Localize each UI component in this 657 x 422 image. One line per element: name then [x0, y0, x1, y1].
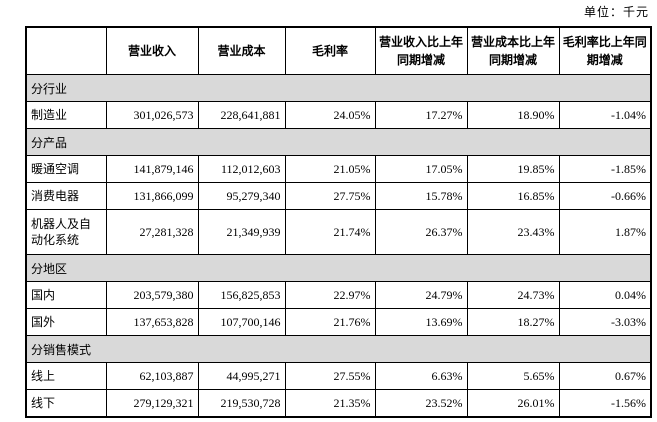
cell-margin-yoy: -3.03% — [558, 308, 652, 336]
cell-cost: 112,012,603 — [197, 155, 286, 183]
cell-margin-yoy: 0.67% — [558, 362, 652, 390]
header-operating-revenue: 营业收入 — [105, 26, 199, 75]
section-row-by-region: 分地区 — [25, 254, 652, 282]
cell-cost: 44,995,271 — [197, 362, 286, 390]
cell-margin-yoy: -1.04% — [558, 101, 652, 129]
unit-label: 单位：千元 — [583, 5, 649, 19]
cell-cost: 21,349,939 — [197, 209, 286, 255]
cell-margin: 21.74% — [284, 209, 376, 255]
section-row-by-product: 分产品 — [25, 128, 652, 156]
cell-margin: 21.76% — [284, 308, 376, 336]
cell-cost-yoy: 24.73% — [466, 281, 560, 309]
cell-cost: 219,530,728 — [197, 389, 286, 418]
header-cost-yoy-change: 营业成本比上年同期增减 — [466, 26, 560, 75]
section-title: 分地区 — [25, 254, 652, 282]
row-label: 线上 — [25, 362, 107, 390]
cell-cost-yoy: 23.43% — [466, 209, 560, 255]
cell-margin: 22.97% — [284, 281, 376, 309]
table-row-online: 线上 62,103,887 44,995,271 27.55% 6.63% 5.… — [25, 362, 652, 390]
cell-margin: 21.35% — [284, 389, 376, 418]
cell-margin: 21.05% — [284, 155, 376, 183]
cell-revenue: 279,129,321 — [105, 389, 199, 418]
header-margin-yoy-change: 毛利率比上年同期增减 — [558, 26, 652, 75]
cell-cost-yoy: 19.85% — [466, 155, 560, 183]
cell-revenue: 131,866,099 — [105, 182, 199, 210]
table-row-robotics-automation: 机器人及自动化系统 27,281,328 21,349,939 21.74% 2… — [25, 209, 652, 255]
row-label: 线下 — [25, 389, 107, 418]
cell-revenue-yoy: 24.79% — [374, 281, 468, 309]
section-row-by-industry: 分行业 — [25, 74, 652, 102]
cell-margin-yoy: 1.87% — [558, 209, 652, 255]
cell-margin-yoy: -0.66% — [558, 182, 652, 210]
row-label: 制造业 — [25, 101, 107, 129]
table-row-manufacturing: 制造业 301,026,573 228,641,881 24.05% 17.27… — [25, 101, 652, 129]
cell-cost: 95,279,340 — [197, 182, 286, 210]
cell-margin-yoy: -1.85% — [558, 155, 652, 183]
cell-revenue-yoy: 15.78% — [374, 182, 468, 210]
row-label: 国内 — [25, 281, 107, 309]
header-operating-cost: 营业成本 — [197, 26, 286, 75]
cell-revenue-yoy: 26.37% — [374, 209, 468, 255]
section-row-by-sales-model: 分销售模式 — [25, 335, 652, 363]
row-label: 机器人及自动化系统 — [25, 209, 107, 255]
header-empty — [25, 26, 107, 75]
table-row-consumer-appliances: 消费电器 131,866,099 95,279,340 27.75% 15.78… — [25, 182, 652, 210]
cell-revenue: 27,281,328 — [105, 209, 199, 255]
table-row-offline: 线下 279,129,321 219,530,728 21.35% 23.52%… — [25, 389, 652, 418]
section-title: 分销售模式 — [25, 335, 652, 363]
table-header-row: 营业收入 营业成本 毛利率 营业收入比上年同期增减 营业成本比上年同期增减 毛利… — [25, 26, 652, 75]
cell-revenue-yoy: 13.69% — [374, 308, 468, 336]
row-label: 国外 — [25, 308, 107, 336]
cell-cost: 228,641,881 — [197, 101, 286, 129]
cell-revenue-yoy: 17.05% — [374, 155, 468, 183]
cell-margin: 27.55% — [284, 362, 376, 390]
cell-revenue-yoy: 6.63% — [374, 362, 468, 390]
cell-cost-yoy: 26.01% — [466, 389, 560, 418]
table-row-hvac: 暖通空调 141,879,146 112,012,603 21.05% 17.0… — [25, 155, 652, 183]
cell-revenue: 203,579,380 — [105, 281, 199, 309]
header-gross-margin: 毛利率 — [284, 26, 376, 75]
cell-cost: 107,700,146 — [197, 308, 286, 336]
cell-margin-yoy: -1.56% — [558, 389, 652, 418]
cell-cost: 156,825,853 — [197, 281, 286, 309]
cell-cost-yoy: 18.27% — [466, 308, 560, 336]
cell-revenue-yoy: 17.27% — [374, 101, 468, 129]
table-row-overseas: 国外 137,653,828 107,700,146 21.76% 13.69%… — [25, 308, 652, 336]
section-title: 分产品 — [25, 128, 652, 156]
row-label: 消费电器 — [25, 182, 107, 210]
cell-margin-yoy: 0.04% — [558, 281, 652, 309]
cell-margin: 24.05% — [284, 101, 376, 129]
cell-cost-yoy: 16.85% — [466, 182, 560, 210]
cell-revenue-yoy: 23.52% — [374, 389, 468, 418]
table-row-domestic: 国内 203,579,380 156,825,853 22.97% 24.79%… — [25, 281, 652, 309]
cell-revenue: 62,103,887 — [105, 362, 199, 390]
row-label: 暖通空调 — [25, 155, 107, 183]
cell-cost-yoy: 18.90% — [466, 101, 560, 129]
cell-revenue: 137,653,828 — [105, 308, 199, 336]
header-revenue-yoy-change: 营业收入比上年同期增减 — [374, 26, 468, 75]
cell-revenue: 141,879,146 — [105, 155, 199, 183]
cell-cost-yoy: 5.65% — [466, 362, 560, 390]
cell-margin: 27.75% — [284, 182, 376, 210]
section-title: 分行业 — [25, 74, 652, 102]
segment-financial-table: 营业收入 营业成本 毛利率 营业收入比上年同期增减 营业成本比上年同期增减 毛利… — [25, 26, 652, 418]
cell-revenue: 301,026,573 — [105, 101, 199, 129]
